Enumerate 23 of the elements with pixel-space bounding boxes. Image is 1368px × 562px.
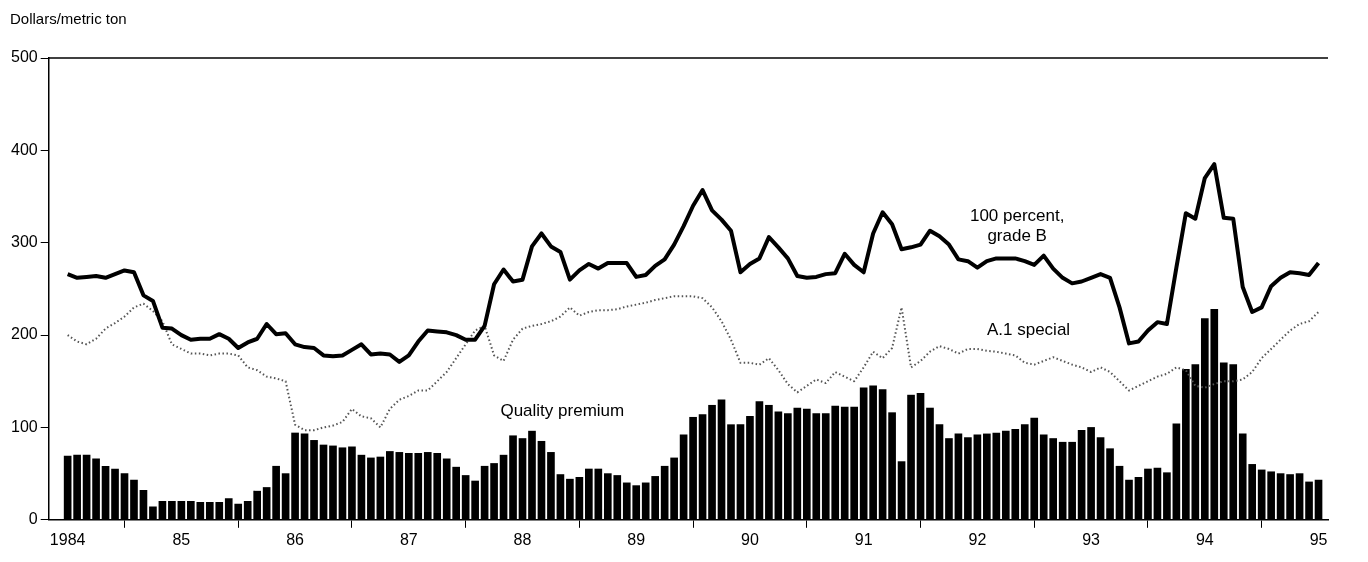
x-tick-label: 95 [1309,530,1328,548]
x-tick-label: 90 [741,530,759,548]
y-tick-label: 500 [10,48,38,66]
y-tick-label: 200 [10,325,38,343]
y-axis-title: Dollars/metric ton [10,9,127,27]
x-tick-label: 94 [1195,530,1214,548]
y-tick-label: 400 [10,140,38,158]
series-label: 100 percent, grade B [969,205,1065,245]
x-tick-label: 85 [172,530,191,548]
x-tick-label: 1984 [49,530,86,548]
x-tick-label: 86 [286,530,305,548]
line-series [66,295,1320,432]
x-tick-label: 88 [513,530,532,548]
x-tick-label: 91 [854,530,873,548]
x-tick-label: 89 [627,530,646,548]
y-tick-label: 300 [10,233,38,251]
x-tick-label: 87 [399,530,418,548]
y-tick-label: 100 [10,417,38,435]
y-tick-label: 0 [28,510,38,528]
x-tick-label: 93 [1082,530,1101,548]
series-label: A.1 special [986,320,1071,340]
x-tick-label: 92 [968,530,987,548]
series-label: Quality premium [500,401,625,421]
